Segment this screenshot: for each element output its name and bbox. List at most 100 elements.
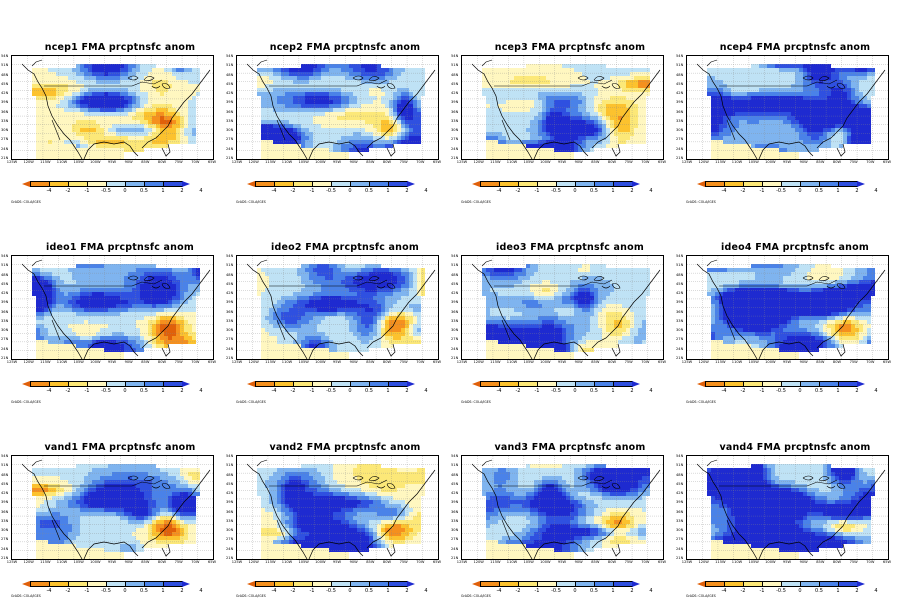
field-cell (160, 116, 165, 121)
field-cell (578, 108, 583, 113)
field-cell (389, 84, 394, 89)
field-cell (433, 148, 438, 153)
field-cell (253, 108, 258, 113)
field-cell (851, 112, 856, 117)
field-cell (148, 68, 153, 73)
field-cell (526, 112, 531, 117)
field-cell (602, 80, 607, 85)
field-cell (534, 128, 539, 133)
field-cell (594, 104, 599, 109)
field-cell (610, 120, 615, 125)
field-cell (843, 56, 848, 61)
field-cell (634, 144, 639, 149)
field-cell (859, 80, 864, 85)
field-cell (16, 96, 21, 101)
map-title: ncep4 FMA prcptnsfc anom (719, 42, 871, 53)
field-cell (723, 80, 728, 85)
field-cell (365, 136, 370, 141)
field-cell (337, 156, 342, 159)
field-cell (534, 96, 539, 101)
field-cell (325, 156, 330, 159)
field-cell (249, 108, 254, 113)
field-cell (887, 92, 888, 97)
field-cell (478, 108, 483, 113)
field-cell (610, 148, 615, 153)
field-cell (293, 96, 298, 101)
field-cell (618, 72, 623, 77)
field-cell (285, 152, 290, 157)
field-cell (662, 152, 663, 157)
field-cell (546, 132, 551, 137)
field-cell (44, 56, 49, 61)
field-cell (594, 144, 599, 149)
field-cell (859, 104, 864, 109)
field-cell (164, 116, 169, 121)
field-cell (285, 64, 290, 69)
field-cell (618, 56, 623, 61)
map-area (461, 55, 664, 160)
field-cell (546, 92, 551, 97)
field-cell (433, 120, 438, 125)
field-cell (385, 148, 390, 153)
field-cell (321, 60, 326, 65)
field-cell (731, 72, 736, 77)
field-cell (245, 116, 250, 121)
field-cell (36, 76, 41, 81)
field-cell (281, 148, 286, 153)
lon-tick-label: 85W (141, 160, 150, 164)
field-cell (321, 136, 326, 141)
field-cell (421, 124, 426, 129)
field-cell (108, 108, 113, 113)
field-cell (562, 96, 567, 101)
field-cell (249, 92, 254, 97)
field-cell (590, 76, 595, 81)
field-cell (646, 108, 651, 113)
field-cell (803, 112, 808, 117)
field-cell (357, 156, 362, 159)
field-cell (353, 72, 358, 77)
field-cell (474, 84, 479, 89)
field-cell (24, 96, 29, 101)
field-cell (56, 72, 61, 77)
field-cell (747, 72, 752, 77)
field-cell (297, 68, 302, 73)
field-cell (751, 92, 756, 97)
field-cell (490, 60, 495, 65)
field-cell (325, 76, 330, 81)
field-cell (478, 140, 483, 145)
field-cell (136, 140, 141, 145)
field-cell (16, 124, 21, 129)
field-cell (570, 80, 575, 85)
field-cell (108, 132, 113, 137)
field-cell (212, 96, 213, 101)
field-cell (341, 120, 346, 125)
field-cell (329, 120, 334, 125)
field-cell (606, 84, 611, 89)
field-cell (277, 132, 282, 137)
field-cell (417, 136, 422, 141)
field-cell (470, 104, 475, 109)
field-cell (578, 136, 583, 141)
field-cell (662, 156, 663, 159)
field-cell (598, 116, 603, 121)
field-cell (257, 68, 262, 73)
field-cell (546, 68, 551, 73)
field-cell (301, 72, 306, 77)
field-cell (482, 116, 487, 121)
field-cell (510, 132, 515, 137)
field-cell (269, 60, 274, 65)
field-cell (622, 116, 627, 121)
field-cell (795, 112, 800, 117)
field-cell (807, 112, 812, 117)
field-cell (265, 80, 270, 85)
field-cell (582, 124, 587, 129)
field-cell (84, 108, 89, 113)
field-cell (92, 80, 97, 85)
field-cell (586, 108, 591, 113)
field-cell (425, 56, 430, 61)
field-cell (373, 132, 378, 137)
field-cell (839, 60, 844, 65)
field-cell (188, 80, 193, 85)
field-cell (586, 84, 591, 89)
field-cell (317, 112, 322, 117)
